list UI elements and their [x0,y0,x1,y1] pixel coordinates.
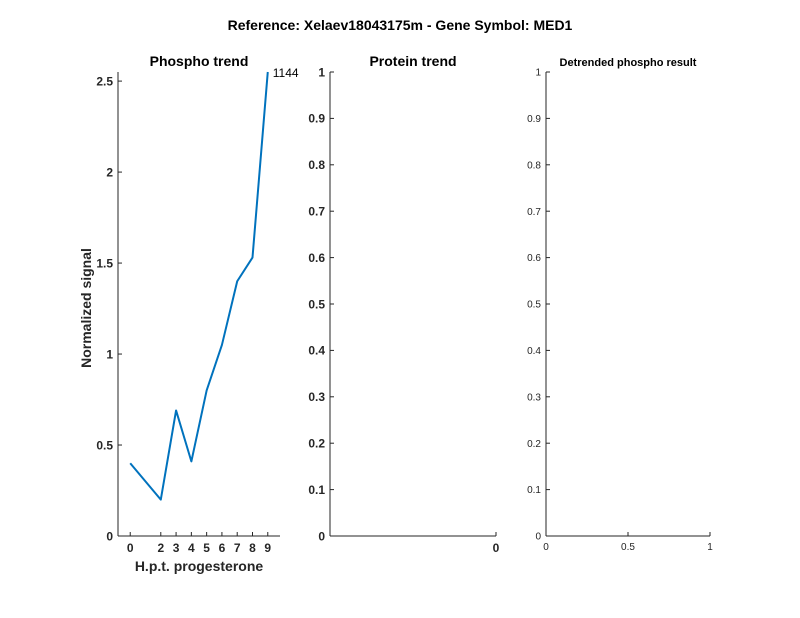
y-tick-label: 0.1 [527,485,541,496]
series-end-label: 1144 [273,66,299,80]
x-tick-label: 0 [127,541,134,555]
panel-title: Protein trend [369,53,456,69]
panel-title: Phospho trend [150,53,249,69]
y-tick-label: 0.5 [527,300,541,311]
y-tick-label: 0.6 [527,253,541,264]
y-tick-label: 0.2 [527,439,541,450]
y-tick-label: 0.4 [308,344,325,358]
x-tick-label: 7 [234,541,241,555]
x-tick-label: 9 [264,541,271,555]
series-line [129,71,269,501]
y-tick-label: 1 [106,347,113,361]
x-tick-label: 0 [493,541,500,555]
y-tick-label: 0.3 [308,390,325,404]
protein-trend-panel: Protein trend 0 0.1 0.2 0.3 0.4 0.5 0.6 0.7 0.8 0.… [308,53,499,555]
figure-title: Reference: Xelaev18043175m - Gene Symbol… [228,17,573,33]
y-tick-label: 0.4 [527,346,541,357]
detrended-phospho-panel: Detrended phospho result 0 0.1 0.2 0.3 0.4 0.5… [527,57,713,553]
y-tick-label: 0.3 [527,392,541,403]
x-tick-label: 8 [249,541,256,555]
y-tick-label: 0.1 [308,483,325,497]
y-tick-label: 0.7 [308,205,325,219]
y-tick-label: 0.8 [308,158,325,172]
y-tick-label: 1 [318,65,325,79]
y-tick-label: 0.2 [308,437,325,451]
y-tick-label: 0 [106,529,113,543]
panel-title: Detrended phospho result [560,57,697,69]
x-tick-label: 6 [219,541,226,555]
y-tick-label: 0.9 [527,114,541,125]
x-tick-label: 0.5 [621,542,635,553]
x-tick-label: 5 [203,541,210,555]
x-axis-label: H.p.t. progesterone [135,558,264,574]
y-tick-label: 0 [318,529,325,543]
x-tick-label: 1 [707,542,713,553]
y-tick-label: 0.6 [308,251,325,265]
y-tick-label: 0 [535,532,541,543]
y-axis-label: Normalized signal [78,248,94,368]
x-tick-label: 2 [157,541,164,555]
y-tick-label: 2.5 [96,74,113,88]
y-tick-label: 0.5 [308,297,325,311]
y-tick-label: 0.8 [527,160,541,171]
x-tick-label: 3 [173,541,180,555]
y-tick-label: 0.9 [308,112,325,126]
y-tick-label: 1 [535,68,541,79]
y-tick-label: 1.5 [96,256,113,270]
x-tick-label: 0 [543,542,549,553]
x-tick-label: 4 [188,541,195,555]
y-tick-label: 2 [106,165,113,179]
y-tick-label: 0.5 [96,438,113,452]
y-tick-label: 0.7 [527,207,541,218]
